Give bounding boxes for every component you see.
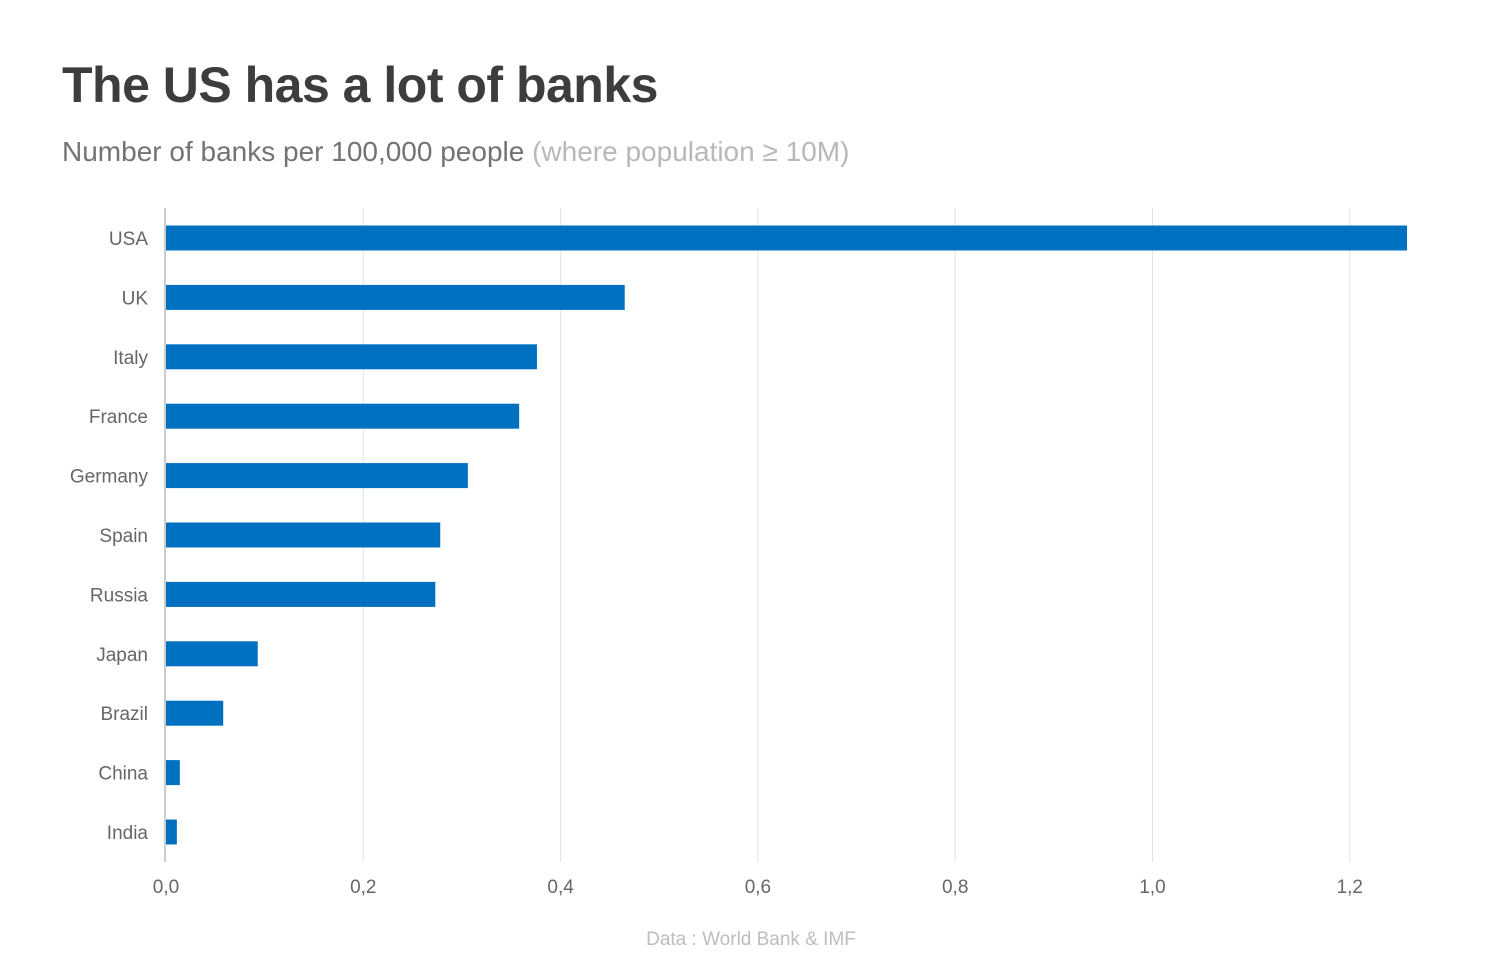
x-tick-label: 0,0 xyxy=(153,877,179,898)
bar-france xyxy=(166,403,520,429)
y-category-label: Italy xyxy=(113,348,148,369)
x-tick-label: 0,2 xyxy=(350,877,376,898)
y-category-label: Germany xyxy=(70,467,149,488)
subtitle-main: Number of banks per 100,000 people xyxy=(62,136,525,167)
y-category-label: USA xyxy=(109,229,148,250)
subtitle-note: (where population ≥ 10M) xyxy=(532,136,850,167)
bar-italy xyxy=(166,344,537,370)
bar-spain xyxy=(166,522,441,548)
bar-uk xyxy=(166,284,625,310)
data-source: Data : World Bank & IMF xyxy=(646,929,856,950)
bar-india xyxy=(166,819,177,845)
y-category-label: India xyxy=(107,823,149,844)
chart-subtitle: Number of banks per 100,000 people (wher… xyxy=(62,136,849,168)
y-category-label: France xyxy=(89,407,148,428)
bar-russia xyxy=(166,581,436,607)
x-tick-label: 0,6 xyxy=(745,877,771,898)
y-category-label: Japan xyxy=(96,645,148,666)
bar-japan xyxy=(166,641,258,667)
bar-germany xyxy=(166,463,468,489)
y-category-label: Brazil xyxy=(100,704,148,725)
chart-title: The US has a lot of banks xyxy=(62,57,658,113)
bar-china xyxy=(166,760,180,786)
x-tick-label: 1,2 xyxy=(1337,877,1363,898)
x-tick-label: 1,0 xyxy=(1139,877,1165,898)
y-category-label: UK xyxy=(122,288,149,309)
x-tick-label: 0,4 xyxy=(547,877,574,898)
x-tick-label: 0,8 xyxy=(942,877,968,898)
y-category-label: China xyxy=(98,764,148,785)
bar-brazil xyxy=(166,700,224,726)
bar-chart: 0,0 0,2 0,4 0,6 0,8 1,0 1,2 USA UK Italy France Ger… xyxy=(70,208,1408,898)
y-category-label: Russia xyxy=(90,585,149,606)
bar-usa xyxy=(166,225,1408,251)
y-category-label: Spain xyxy=(99,526,148,547)
